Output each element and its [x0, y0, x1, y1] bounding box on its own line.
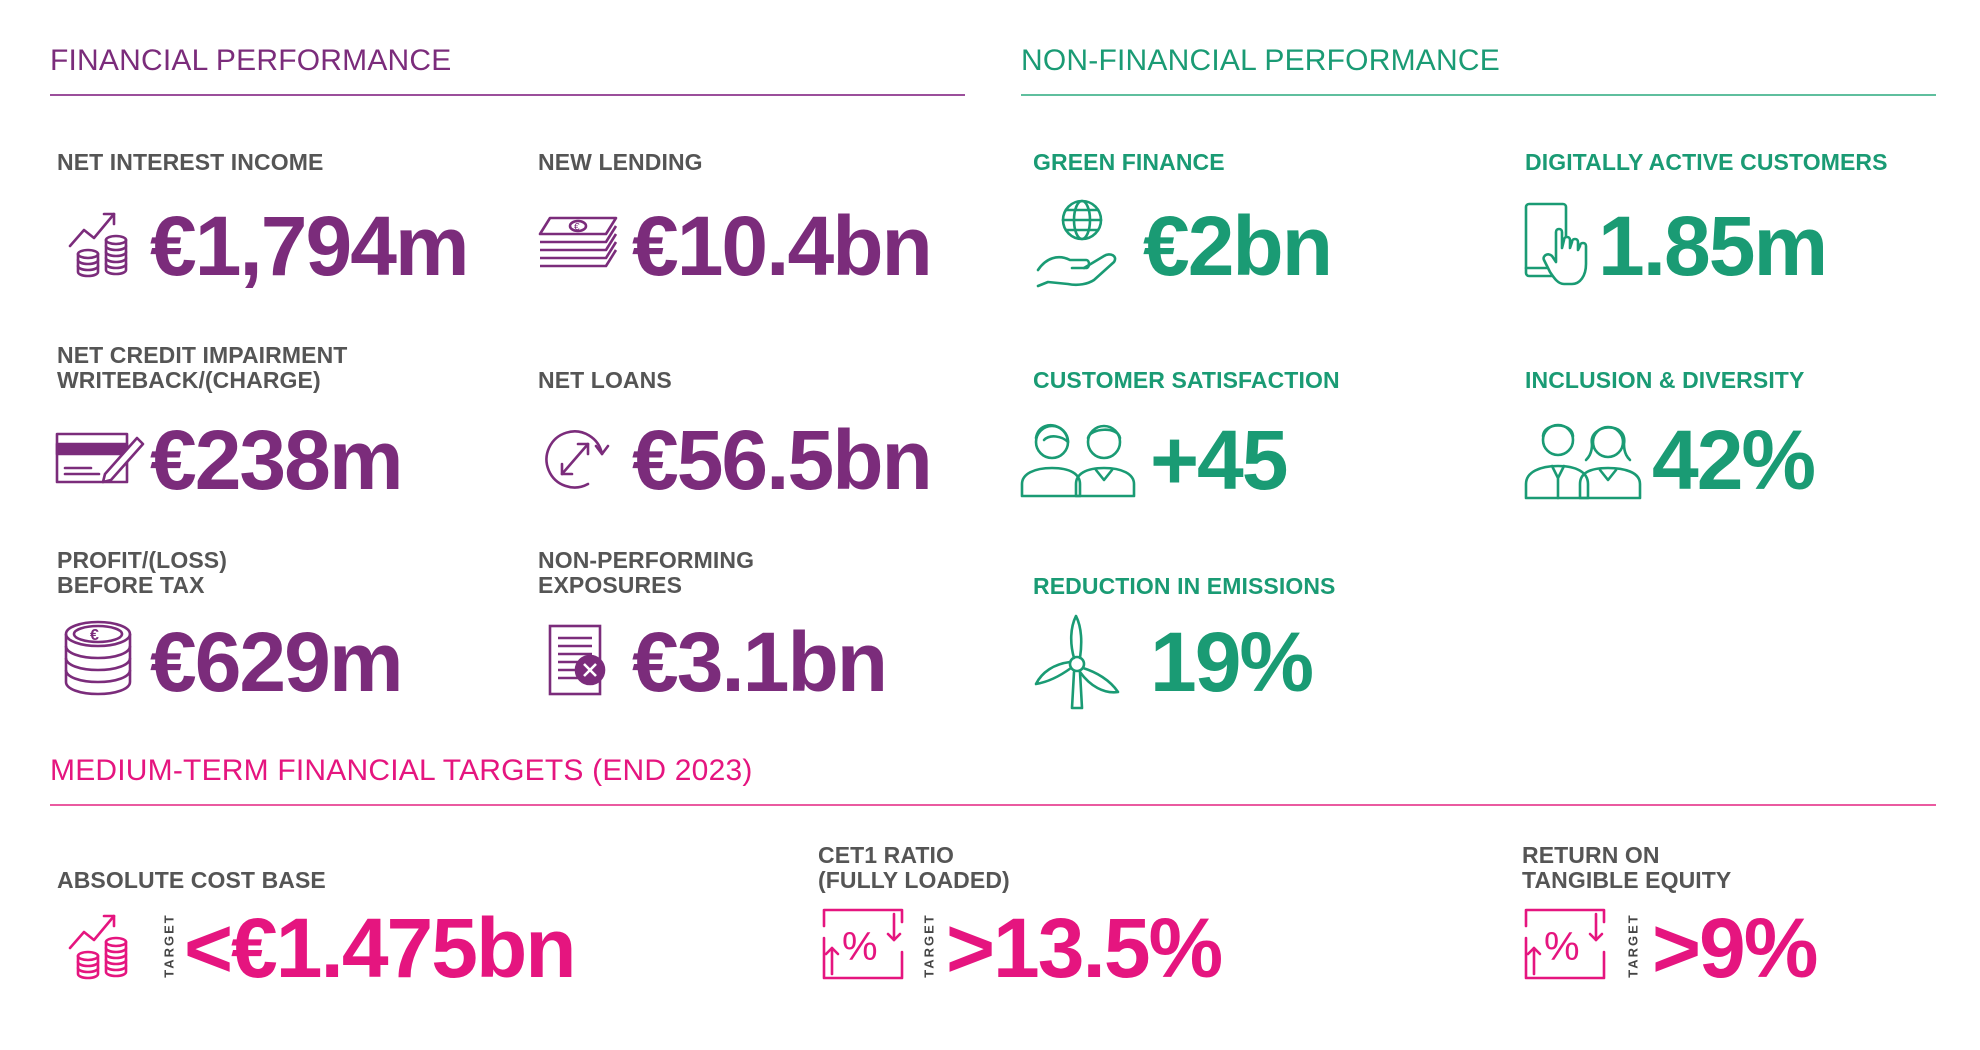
two-people-icon	[1020, 414, 1136, 500]
non-performing-exposures-value: €3.1bn	[632, 615, 888, 709]
cheque-pen-icon	[55, 428, 145, 488]
banknotes-stack-icon: €	[536, 214, 620, 272]
net-loans-label: NET LOANS	[538, 367, 672, 393]
net-interest-income-label: NET INTEREST INCOME	[57, 149, 324, 175]
net-loans-value: €56.5bn	[632, 413, 933, 507]
target-tag: TARGET	[1625, 913, 1641, 978]
reduction-in-emissions-value: 19%	[1150, 615, 1314, 709]
absolute-cost-base-value: <€1.475bn	[184, 901, 577, 995]
percent-arrows-icon: %	[1524, 908, 1610, 980]
target-tag: TARGET	[921, 913, 937, 978]
customer-satisfaction-label: CUSTOMER SATISFACTION	[1033, 367, 1340, 393]
new-lending-value: €10.4bn	[632, 199, 933, 293]
financial-divider	[50, 94, 965, 96]
absolute-cost-base-label: ABSOLUTE COST BASE	[57, 867, 326, 893]
target-tag: TARGET	[161, 913, 177, 978]
svg-text:€: €	[90, 627, 99, 644]
svg-text:%: %	[842, 925, 878, 969]
digitally-active-customers-value: 1.85m	[1598, 199, 1828, 293]
circular-arrow-icon	[540, 424, 610, 494]
green-finance-value: €2bn	[1143, 199, 1333, 293]
profit-before-tax-label: PROFIT/(LOSS) BEFORE TAX	[57, 547, 227, 598]
reduction-in-emissions-label: REDUCTION IN EMISSIONS	[1033, 573, 1336, 599]
green-finance-label: GREEN FINANCE	[1033, 149, 1225, 175]
growth-coins-icon	[66, 908, 134, 982]
globe-hand-icon	[1034, 198, 1124, 290]
net-credit-impairment-label: NET CREDIT IMPAIRMENT WRITEBACK/(CHARGE)	[57, 342, 348, 393]
cet1-ratio-label: CET1 RATIO (FULLY LOADED)	[818, 842, 1010, 893]
financial-performance-title: FINANCIAL PERFORMANCE	[50, 44, 452, 77]
inclusion-diversity-value: 42%	[1652, 413, 1816, 507]
cet1-ratio-value: >13.5%	[946, 901, 1223, 995]
non-performing-exposures-label: NON-PERFORMING EXPOSURES	[538, 547, 755, 598]
svg-text:€: €	[574, 222, 580, 233]
tablet-touch-icon	[1524, 202, 1596, 288]
man-woman-icon	[1524, 414, 1642, 500]
non-financial-performance-title: NON-FINANCIAL PERFORMANCE	[1021, 44, 1500, 77]
new-lending-label: NEW LENDING	[538, 149, 703, 175]
net-interest-income-value: €1,794m	[150, 199, 470, 293]
non-financial-divider	[1021, 94, 1936, 96]
inclusion-diversity-label: INCLUSION & DIVERSITY	[1525, 367, 1805, 393]
return-on-tangible-equity-value: >9%	[1652, 901, 1818, 995]
svg-text:%: %	[1544, 925, 1580, 969]
customer-satisfaction-value: +45	[1150, 413, 1288, 507]
digitally-active-customers-label: DIGITALLY ACTIVE CUSTOMERS	[1525, 149, 1888, 175]
profit-before-tax-value: €629m	[150, 615, 404, 709]
growth-coins-icon	[66, 206, 134, 280]
document-cross-icon	[548, 624, 606, 696]
euro-coin-stack-icon: €	[62, 618, 134, 698]
targets-divider	[50, 804, 1936, 806]
net-credit-impairment-value: €238m	[150, 413, 404, 507]
wind-turbine-icon	[1034, 614, 1120, 710]
percent-arrows-icon: %	[822, 908, 908, 980]
return-on-tangible-equity-label: RETURN ON TANGIBLE EQUITY	[1522, 842, 1732, 893]
medium-term-targets-title: MEDIUM-TERM FINANCIAL TARGETS (END 2023)	[50, 754, 753, 787]
